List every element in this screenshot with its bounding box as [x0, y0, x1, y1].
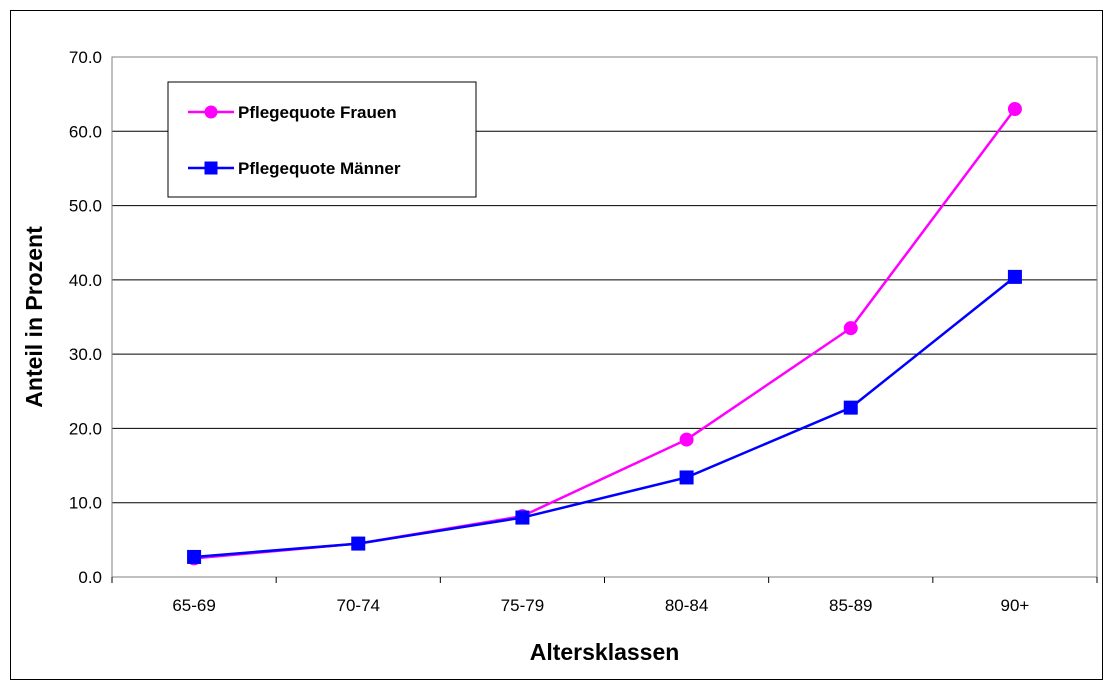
x-axis-title: Altersklassen — [530, 639, 680, 665]
data-point — [843, 400, 858, 415]
x-tick-label: 80-84 — [665, 596, 708, 615]
legend: Pflegequote Frauen Pflegequote Männer — [167, 81, 477, 198]
data-point — [1007, 102, 1022, 116]
x-tick-labels: 65-69 70-74 75-79 80-84 85-89 90+ — [172, 596, 1029, 615]
legend-label-frauen: Pflegequote Frauen — [238, 103, 397, 122]
x-tick-label: 65-69 — [172, 596, 215, 615]
y-tick-label: 70.0 — [69, 48, 102, 67]
x-tick-label: 75-79 — [501, 596, 544, 615]
y-tick-label: 50.0 — [69, 197, 102, 216]
series-layer — [187, 102, 1022, 566]
x-tick-label: 70-74 — [337, 596, 380, 615]
legend-marker-frauen — [204, 105, 218, 119]
y-tick-labels: 0.0 10.0 20.0 30.0 40.0 50.0 60.0 70.0 — [69, 48, 102, 587]
data-point — [515, 510, 530, 525]
y-tick-label: 40.0 — [69, 271, 102, 290]
x-tick-label: 85-89 — [829, 596, 872, 615]
data-point — [679, 470, 694, 485]
y-tick-label: 60.0 — [69, 122, 102, 141]
y-axis-title: Anteil in Prozent — [21, 226, 47, 408]
legend-box — [167, 81, 477, 198]
data-point — [351, 536, 366, 551]
series-maenner — [187, 269, 1022, 564]
y-tick-label: 0.0 — [78, 568, 102, 587]
data-point — [843, 321, 858, 336]
data-point — [679, 432, 694, 447]
data-point — [187, 549, 202, 564]
legend-marker-maenner — [204, 161, 218, 175]
series-line — [193, 275, 1016, 559]
y-tick-label: 20.0 — [69, 419, 102, 438]
x-tick-marks — [111, 577, 1098, 583]
y-tick-label: 30.0 — [69, 345, 102, 364]
x-tick-label: 90+ — [1000, 596, 1029, 615]
legend-label-maenner: Pflegequote Männer — [238, 159, 401, 178]
y-tick-label: 10.0 — [69, 494, 102, 513]
data-point — [1007, 269, 1022, 284]
